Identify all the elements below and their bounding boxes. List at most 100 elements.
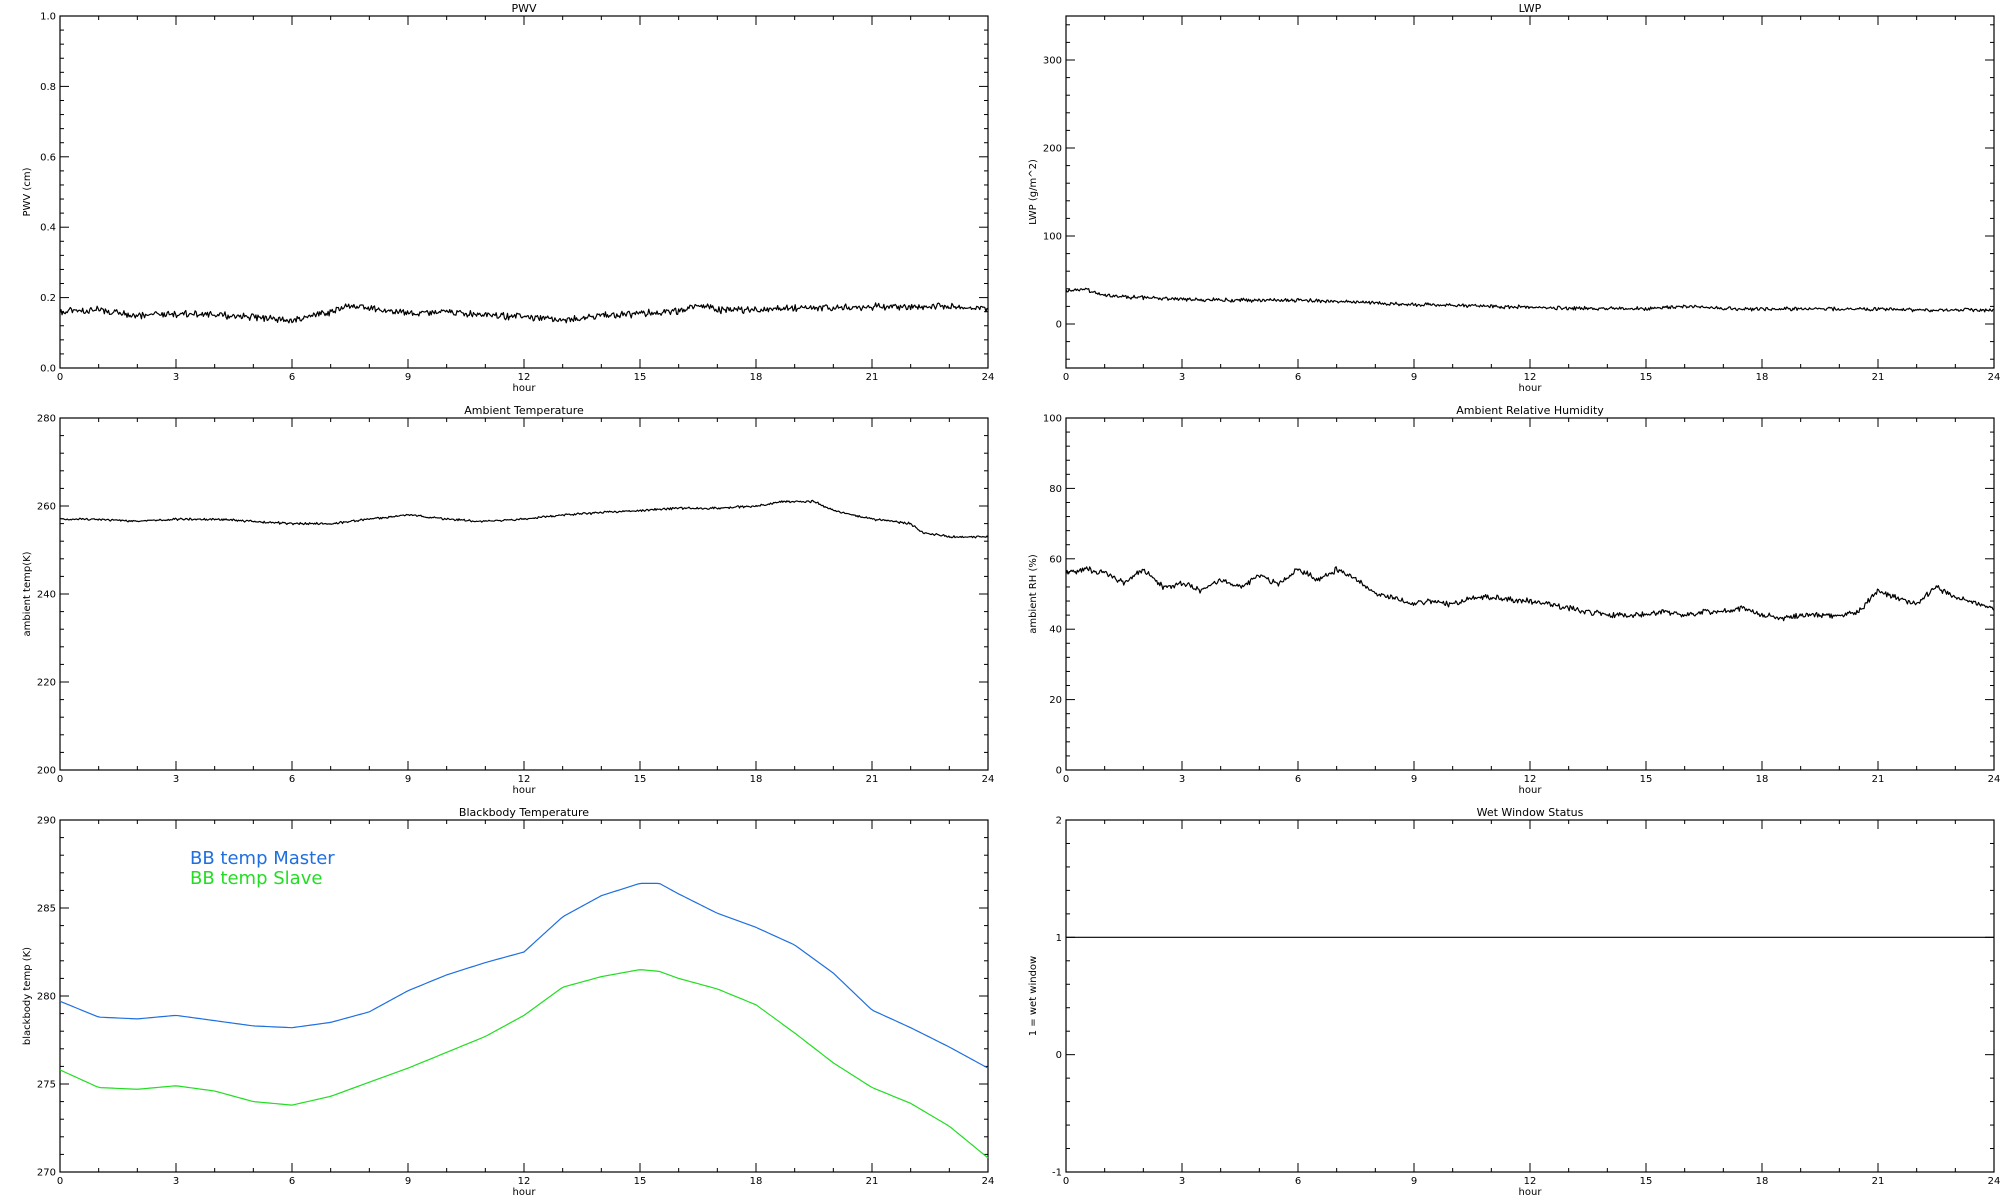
y-tick-label: 80 — [1049, 484, 1062, 495]
chart-5: Blackbody Temperature 0 3 6 9 12 15 18 21 24 hour 2… — [22, 806, 994, 1198]
chart-title: LWP — [1519, 2, 1542, 15]
x-tick-label: 6 — [1295, 1176, 1301, 1187]
plot-frame — [1065, 15, 1995, 369]
y-tick-label: 200 — [1043, 144, 1062, 155]
y-axis-label: ambient RH (%) — [1028, 554, 1039, 634]
plot-frame — [1065, 819, 1995, 1173]
series-line-1 — [59, 302, 989, 324]
y-axis-label: ambient temp(K) — [22, 551, 33, 636]
x-tick-label: 6 — [289, 372, 295, 383]
y-axis-label: blackbody temp (K) — [22, 947, 33, 1045]
x-tick-label: 3 — [1179, 372, 1185, 383]
x-axis-label: hour — [1519, 785, 1543, 796]
y-axis-label: 1 = wet window — [1028, 956, 1039, 1036]
x-tick-label: 18 — [750, 1176, 763, 1187]
x-tick-label: 3 — [173, 372, 179, 383]
y-tick-label: 0 — [1056, 320, 1062, 331]
x-tick-label: 12 — [1524, 1176, 1537, 1187]
x-tick-label: 6 — [289, 1176, 295, 1187]
y-tick-label: 275 — [37, 1080, 56, 1091]
x-tick-label: 0 — [57, 372, 63, 383]
y-tick-label: 270 — [37, 1168, 56, 1179]
x-tick-label: 15 — [1640, 774, 1653, 785]
y-tick-label: 0.2 — [40, 293, 56, 304]
x-tick-label: 18 — [750, 774, 763, 785]
x-tick-label: 21 — [1872, 1176, 1885, 1187]
y-tick-label: 60 — [1049, 554, 1062, 565]
chart-1: PWV 0 3 6 9 12 15 18 21 24 hour 0.0 0.2 0.4 0.6 0.8 1.0 P… — [22, 2, 994, 394]
x-tick-label: 24 — [982, 1176, 995, 1187]
x-tick-label: 21 — [1872, 372, 1885, 383]
y-tick-label: 220 — [37, 678, 56, 689]
x-tick-label: 3 — [173, 774, 179, 785]
x-axis-label: hour — [513, 383, 537, 394]
y-tick-label: 300 — [1043, 56, 1062, 67]
x-tick-label: 3 — [1179, 1176, 1185, 1187]
chart-3: Ambient Temperature 0 3 6 9 12 15 18 21 24 hour 200… — [22, 404, 994, 796]
x-tick-label: 12 — [1524, 774, 1537, 785]
x-tick-label: 12 — [518, 372, 531, 383]
x-tick-label: 21 — [866, 1176, 879, 1187]
x-tick-label: 24 — [1988, 774, 2000, 785]
x-tick-label: 21 — [1872, 774, 1885, 785]
x-tick-label: 0 — [1063, 372, 1069, 383]
x-tick-label: 9 — [1411, 774, 1417, 785]
x-tick-label: 15 — [1640, 372, 1653, 383]
series-line-1 — [1065, 287, 1995, 313]
chart-title: Ambient Temperature — [464, 404, 584, 417]
y-tick-label: -1 — [1052, 1168, 1062, 1179]
y-axis-label: PWV (cm) — [22, 167, 33, 216]
y-tick-label: 1 — [1056, 933, 1062, 944]
y-tick-label: 1.0 — [40, 12, 56, 23]
x-tick-label: 18 — [1756, 1176, 1769, 1187]
x-tick-label: 24 — [982, 372, 995, 383]
y-tick-label: 0 — [1056, 766, 1062, 777]
y-tick-label: 0.6 — [40, 152, 56, 163]
x-tick-label: 0 — [1063, 1176, 1069, 1187]
x-tick-label: 15 — [634, 774, 647, 785]
y-tick-label: 0.8 — [40, 82, 56, 93]
x-tick-label: 15 — [634, 372, 647, 383]
x-tick-label: 24 — [1988, 372, 2000, 383]
chart-title: PWV — [511, 2, 537, 15]
x-tick-label: 9 — [1411, 372, 1417, 383]
x-tick-label: 12 — [518, 1176, 531, 1187]
x-axis-label: hour — [1519, 1187, 1543, 1198]
y-tick-label: 0.0 — [40, 364, 56, 375]
x-tick-label: 12 — [1524, 372, 1537, 383]
y-tick-label: 0 — [1056, 1050, 1062, 1061]
y-tick-label: 0.4 — [40, 223, 56, 234]
y-tick-label: 100 — [1043, 232, 1062, 243]
x-tick-label: 24 — [982, 774, 995, 785]
y-tick-label: 40 — [1049, 625, 1062, 636]
y-tick-label: 260 — [37, 502, 56, 513]
x-axis-label: hour — [1519, 383, 1543, 394]
x-axis-label: hour — [513, 1187, 537, 1198]
y-tick-label: 240 — [37, 590, 56, 601]
x-tick-label: 0 — [1063, 774, 1069, 785]
chart-title: Ambient Relative Humidity — [1456, 404, 1604, 417]
y-tick-label: 285 — [37, 904, 56, 915]
y-tick-label: 100 — [1043, 414, 1062, 425]
x-tick-label: 3 — [173, 1176, 179, 1187]
y-tick-label: 290 — [37, 816, 56, 827]
x-tick-label: 3 — [1179, 774, 1185, 785]
x-tick-label: 15 — [1640, 1176, 1653, 1187]
plot-frame — [1065, 417, 1995, 771]
x-tick-label: 0 — [57, 1176, 63, 1187]
y-tick-label: 280 — [37, 414, 56, 425]
x-tick-label: 24 — [1988, 1176, 2000, 1187]
y-tick-label: 20 — [1049, 695, 1062, 706]
series-line-1 — [59, 882, 989, 1069]
x-tick-label: 21 — [866, 372, 879, 383]
plot-frame — [59, 417, 989, 771]
x-tick-label: 21 — [866, 774, 879, 785]
x-tick-label: 9 — [1411, 1176, 1417, 1187]
y-tick-label: 200 — [37, 766, 56, 777]
x-tick-label: 6 — [1295, 774, 1301, 785]
series-line-1 — [1065, 566, 1995, 622]
chart-title: Blackbody Temperature — [459, 806, 589, 819]
chart-4: Ambient Relative Humidity 0 3 6 9 12 15 18 21 24 h… — [1028, 404, 2000, 796]
